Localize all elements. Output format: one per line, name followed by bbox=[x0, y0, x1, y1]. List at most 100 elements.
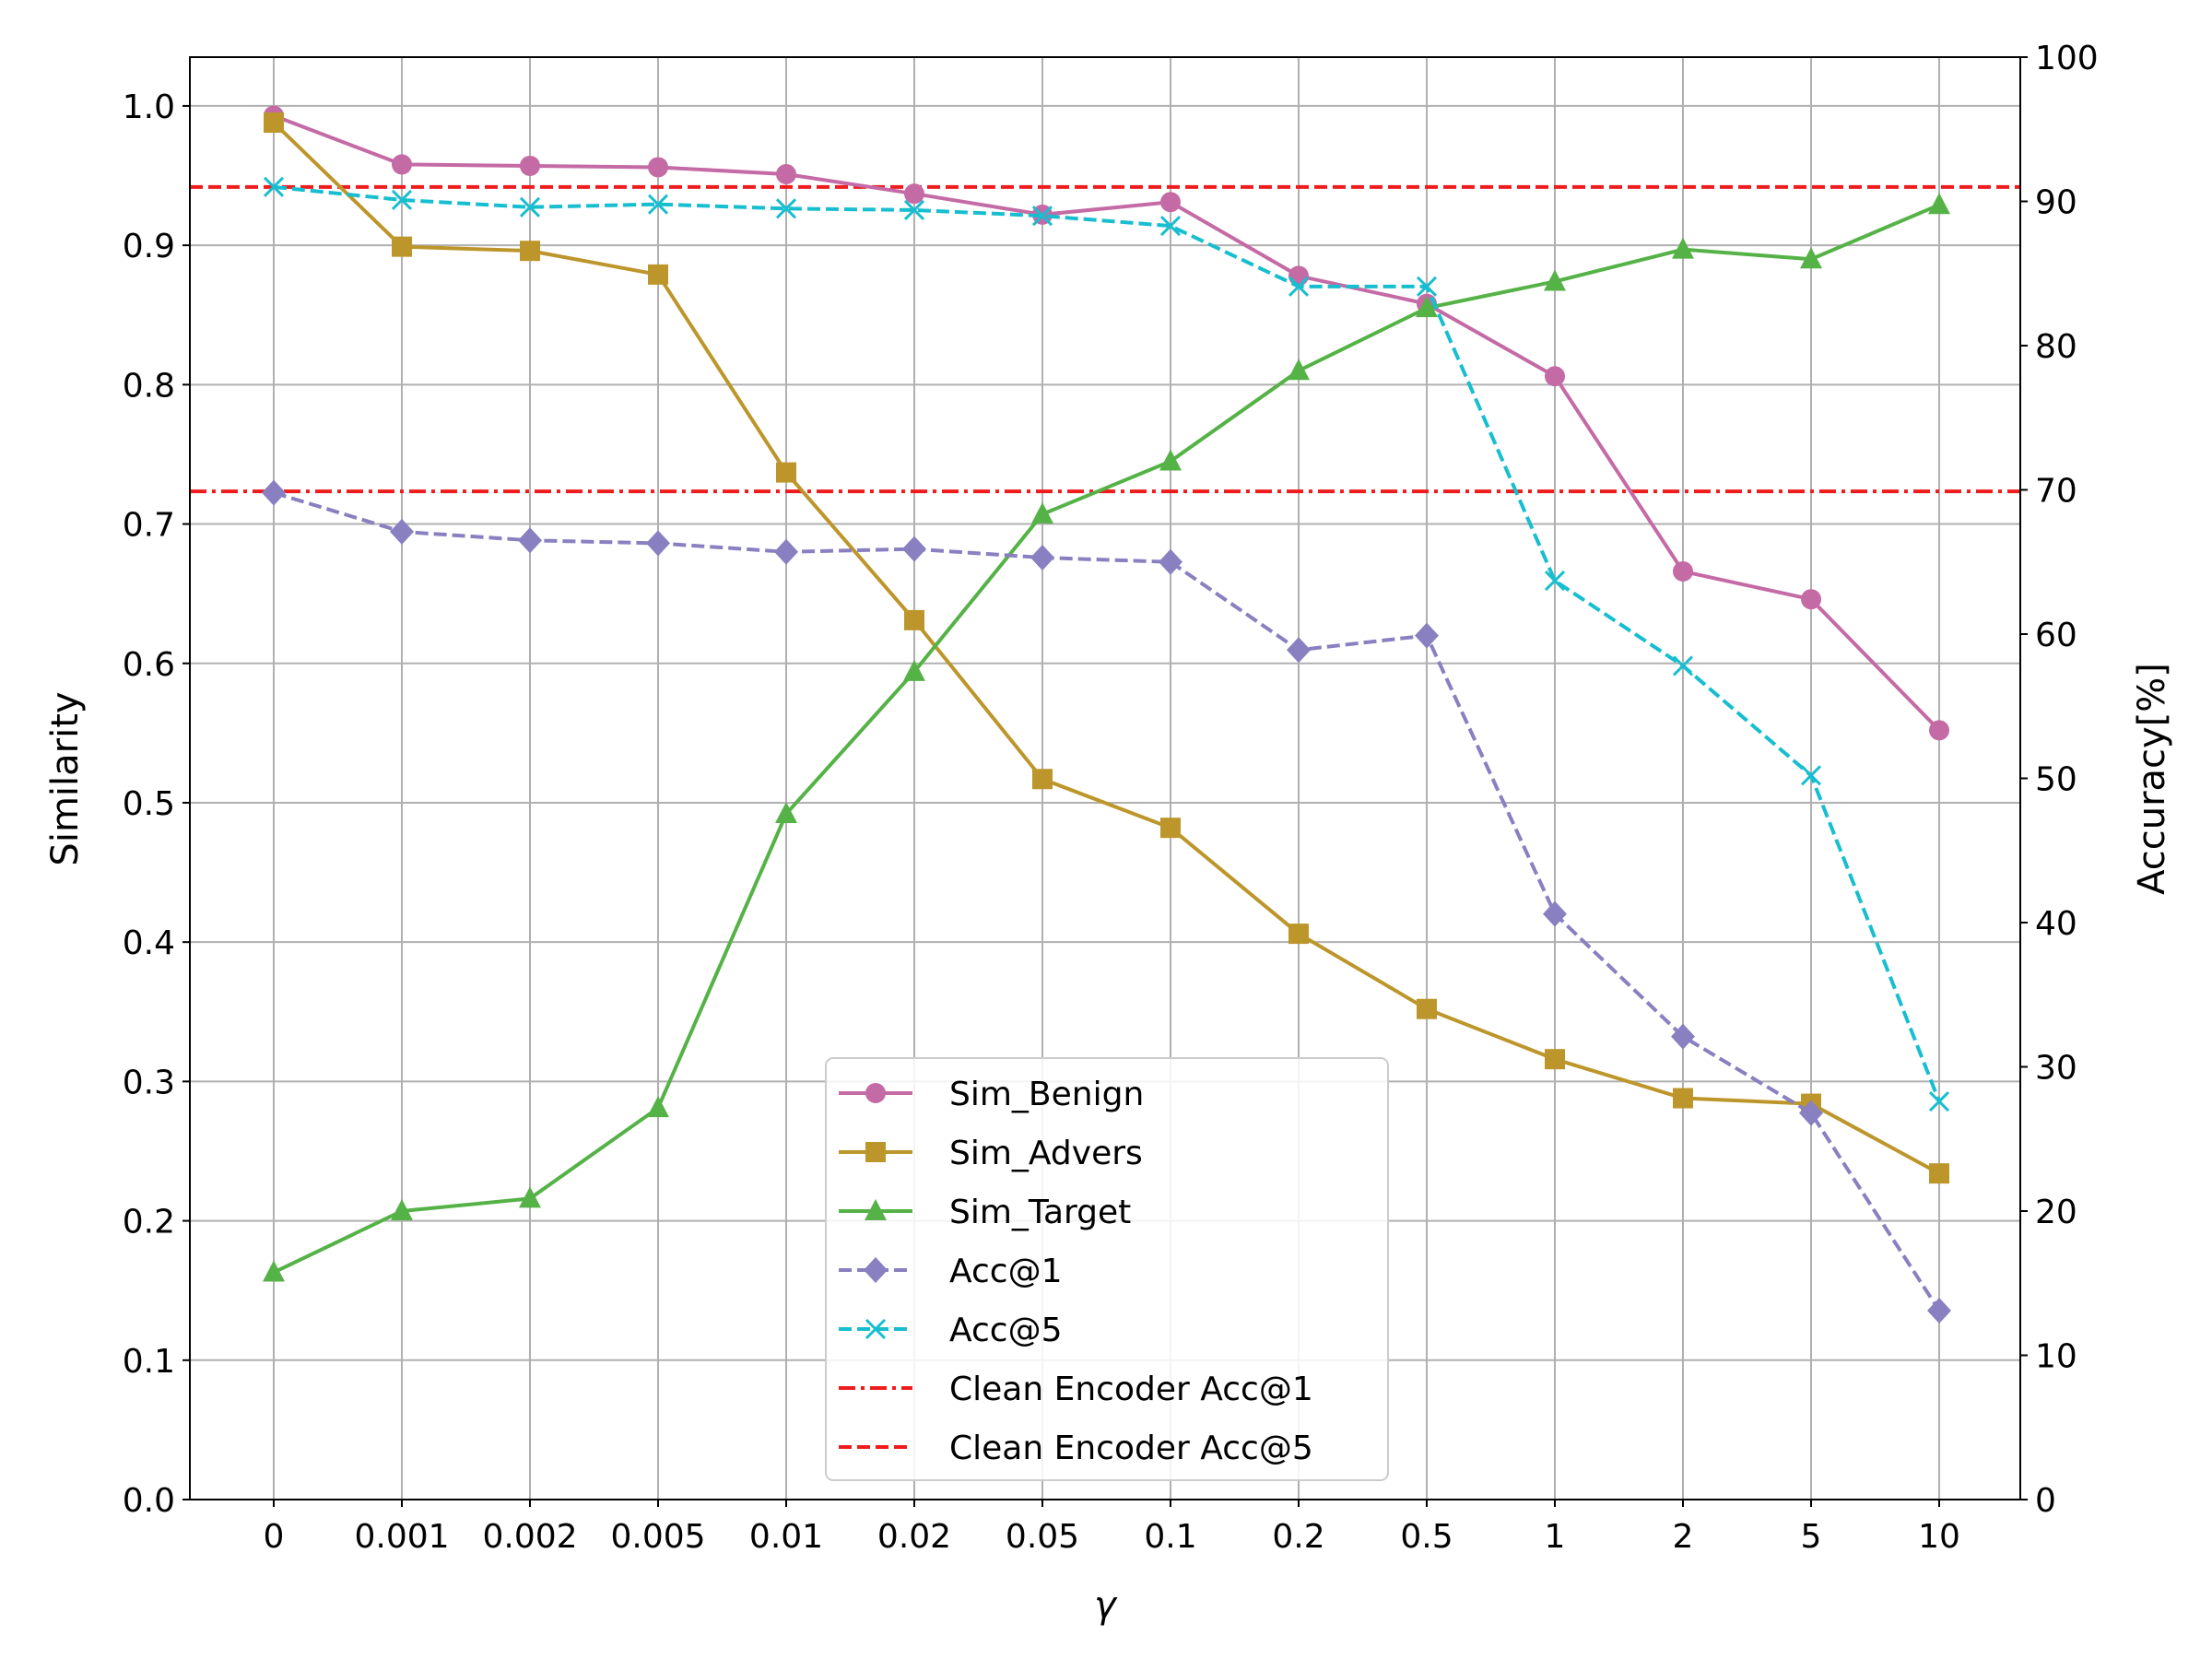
y2-axis-label: Accuracy[%] bbox=[2131, 663, 2173, 895]
legend-label: Acc@5 bbox=[949, 1312, 1062, 1349]
y-tick-label: 1.0 bbox=[123, 88, 175, 126]
data-point bbox=[775, 802, 797, 824]
reference-lines bbox=[190, 184, 2020, 494]
data-point bbox=[775, 198, 797, 219]
data-point bbox=[1288, 359, 1310, 381]
data-point bbox=[1159, 449, 1182, 471]
x-tick-label: 0.002 bbox=[482, 1518, 577, 1556]
series bbox=[262, 479, 1951, 1324]
x-tick-label: 0.05 bbox=[1006, 1518, 1079, 1556]
data-point bbox=[1929, 1163, 1949, 1184]
data-point bbox=[1160, 192, 1181, 213]
data-point bbox=[1800, 247, 1822, 269]
data-point bbox=[1929, 720, 1949, 741]
legend-marker bbox=[865, 1083, 886, 1103]
data-point bbox=[263, 176, 285, 197]
legend-marker bbox=[864, 1257, 888, 1283]
x-tick-label: 5 bbox=[1801, 1518, 1822, 1556]
y2-tick-label: 100 bbox=[2035, 40, 2099, 77]
y-axis-right: 0 10 20 30 40 50 60 70 80 90 100 bbox=[2020, 40, 2099, 1520]
data-point bbox=[520, 241, 540, 262]
y-tick-label: 0.6 bbox=[123, 646, 175, 684]
data-point bbox=[519, 1186, 541, 1208]
data-point bbox=[646, 530, 670, 557]
legend-item: Sim_Benign bbox=[839, 1076, 1144, 1113]
legend-item: Sim_Advers bbox=[839, 1135, 1143, 1172]
y-tick-label: 0.9 bbox=[123, 228, 175, 265]
data-point bbox=[1287, 637, 1311, 664]
y2-tick-label: 70 bbox=[2035, 473, 2077, 511]
data-point bbox=[518, 527, 542, 554]
data-point bbox=[1288, 276, 1310, 297]
x-axis-label: γ bbox=[1094, 1584, 1118, 1627]
data-point bbox=[904, 183, 924, 205]
y2-tick-label: 10 bbox=[2035, 1338, 2077, 1376]
legend-item: Acc@1 bbox=[839, 1253, 1062, 1290]
data-point bbox=[776, 164, 796, 185]
x-tick-label: 0.001 bbox=[354, 1518, 449, 1556]
series bbox=[263, 176, 1950, 1112]
data-point bbox=[1673, 560, 1693, 582]
legend-marker bbox=[865, 1318, 887, 1340]
y-tick-label: 0.2 bbox=[123, 1204, 175, 1241]
x-tick-label: 2 bbox=[1673, 1518, 1694, 1556]
x-tick-label: 0.01 bbox=[749, 1518, 823, 1556]
y2-tick-label: 80 bbox=[2035, 328, 2077, 366]
y-axis-label: Similarity bbox=[44, 691, 87, 865]
data-point bbox=[263, 1260, 285, 1282]
legend-item: Sim_Target bbox=[839, 1194, 1131, 1231]
data-point bbox=[1672, 237, 1694, 259]
x-tick-label: 0.005 bbox=[610, 1518, 705, 1556]
data-point bbox=[1416, 296, 1438, 318]
data-point bbox=[1543, 900, 1567, 927]
y2-tick-label: 20 bbox=[2035, 1194, 2077, 1231]
data-point bbox=[1288, 265, 1309, 287]
legend-label: Sim_Target bbox=[949, 1194, 1131, 1231]
y2-tick-label: 0 bbox=[2035, 1482, 2056, 1520]
legend-marker bbox=[865, 1199, 887, 1220]
series-line bbox=[273, 490, 1941, 1312]
series bbox=[264, 105, 1949, 741]
data-point bbox=[1415, 622, 1439, 649]
series-line bbox=[273, 184, 1941, 1102]
legend-label: Clean Encoder Acc@5 bbox=[949, 1430, 1313, 1467]
x-axis: 0 0.001 0.002 0.005 0.01 0.02 0.05 0.1 0.2 0.5 1 2 5… bbox=[264, 1500, 1960, 1556]
y-tick-label: 0.5 bbox=[123, 785, 175, 823]
data-point bbox=[264, 112, 284, 134]
data-point bbox=[1799, 1100, 1823, 1126]
x-tick-label: 0.5 bbox=[1400, 1518, 1453, 1556]
legend-label: Sim_Advers bbox=[949, 1135, 1143, 1172]
data-point bbox=[1544, 269, 1566, 291]
y-tick-label: 0.1 bbox=[123, 1343, 175, 1381]
data-point bbox=[1673, 1088, 1693, 1109]
series-line bbox=[273, 203, 1940, 1275]
series bbox=[264, 112, 1949, 1184]
legend-marker bbox=[865, 1142, 886, 1162]
data-point bbox=[647, 194, 669, 215]
data-point bbox=[391, 189, 413, 210]
y2-tick-label: 40 bbox=[2035, 905, 2077, 943]
series bbox=[263, 193, 1950, 1282]
data-point bbox=[1545, 366, 1565, 387]
data-point bbox=[391, 1199, 413, 1220]
legend-item: Acc@5 bbox=[839, 1312, 1062, 1349]
data-point bbox=[1159, 548, 1182, 575]
data-point bbox=[1801, 589, 1821, 610]
y-axis-left: 0.0 0.1 0.2 0.3 0.4 0.5 0.6 0.7 0.8 0.9 1.0 bbox=[123, 88, 190, 1520]
data-point bbox=[1672, 655, 1694, 677]
legend-item: Clean Encoder Acc@1 bbox=[839, 1371, 1313, 1408]
y-tick-label: 0.7 bbox=[123, 507, 175, 545]
data-point bbox=[648, 157, 668, 178]
data-point bbox=[648, 264, 668, 285]
data-point bbox=[647, 1096, 669, 1118]
y-tick-label: 0.0 bbox=[123, 1482, 175, 1520]
data-point bbox=[1160, 818, 1181, 839]
x-tick-label: 0 bbox=[264, 1518, 285, 1556]
series-layer bbox=[262, 105, 1951, 1324]
data-point bbox=[1928, 193, 1950, 215]
data-point bbox=[519, 196, 541, 218]
data-point bbox=[774, 538, 798, 565]
data-point bbox=[1800, 765, 1822, 786]
y2-tick-label: 30 bbox=[2035, 1050, 2077, 1088]
y-tick-label: 0.4 bbox=[123, 924, 175, 962]
